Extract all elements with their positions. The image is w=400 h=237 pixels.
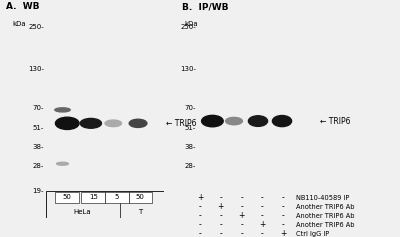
Text: +: + bbox=[259, 220, 266, 229]
Ellipse shape bbox=[80, 118, 102, 128]
Text: HeLa: HeLa bbox=[74, 209, 91, 215]
Text: -: - bbox=[240, 220, 243, 229]
Text: Another TRIP6 Ab: Another TRIP6 Ab bbox=[296, 213, 354, 219]
Text: 15: 15 bbox=[89, 194, 98, 200]
Text: +: + bbox=[280, 229, 286, 237]
Text: ← TRIP6: ← TRIP6 bbox=[166, 119, 196, 128]
Text: +: + bbox=[197, 193, 203, 202]
Ellipse shape bbox=[129, 119, 147, 128]
Text: -: - bbox=[220, 220, 222, 229]
Text: -: - bbox=[199, 211, 201, 220]
Text: 250-: 250- bbox=[180, 24, 196, 30]
Ellipse shape bbox=[272, 115, 292, 127]
Text: ← TRIP6: ← TRIP6 bbox=[320, 117, 350, 126]
Text: NB110-40589 IP: NB110-40589 IP bbox=[296, 195, 349, 201]
Text: -: - bbox=[282, 211, 284, 220]
Text: 38-: 38- bbox=[32, 144, 44, 150]
Text: 50: 50 bbox=[63, 194, 72, 200]
Text: 51-: 51- bbox=[185, 125, 196, 131]
Text: -: - bbox=[220, 229, 222, 237]
Text: -: - bbox=[261, 202, 264, 211]
Text: -: - bbox=[199, 220, 201, 229]
Text: 28-: 28- bbox=[185, 163, 196, 169]
Text: kDa: kDa bbox=[185, 21, 198, 27]
Text: 70-: 70- bbox=[184, 105, 196, 111]
Text: 50: 50 bbox=[136, 194, 145, 200]
Bar bbox=[105, 191, 129, 203]
Text: -: - bbox=[220, 211, 222, 220]
Text: 70-: 70- bbox=[32, 105, 44, 111]
Text: T: T bbox=[138, 209, 142, 215]
Text: -: - bbox=[261, 193, 264, 202]
Text: 130-: 130- bbox=[180, 66, 196, 72]
Text: 5: 5 bbox=[115, 194, 119, 200]
Text: -: - bbox=[199, 229, 201, 237]
Bar bbox=[82, 191, 105, 203]
Ellipse shape bbox=[248, 116, 268, 126]
Ellipse shape bbox=[55, 108, 70, 112]
Text: Another TRIP6 Ab: Another TRIP6 Ab bbox=[296, 204, 354, 210]
Text: -: - bbox=[199, 202, 201, 211]
Ellipse shape bbox=[105, 120, 122, 127]
Text: B.  IP/WB: B. IP/WB bbox=[182, 2, 228, 11]
Ellipse shape bbox=[56, 117, 79, 129]
Text: A.  WB: A. WB bbox=[6, 2, 40, 11]
Text: 130-: 130- bbox=[28, 66, 44, 72]
Text: Another TRIP6 Ab: Another TRIP6 Ab bbox=[296, 222, 354, 228]
Ellipse shape bbox=[202, 115, 223, 127]
Text: 250-: 250- bbox=[28, 24, 44, 30]
Text: -: - bbox=[282, 220, 284, 229]
Text: +: + bbox=[218, 202, 224, 211]
Text: -: - bbox=[282, 202, 284, 211]
Text: +: + bbox=[238, 211, 245, 220]
Text: kDa: kDa bbox=[12, 21, 26, 27]
Text: -: - bbox=[240, 193, 243, 202]
Text: 19-: 19- bbox=[32, 188, 44, 194]
Text: -: - bbox=[220, 193, 222, 202]
Text: 38-: 38- bbox=[184, 144, 196, 150]
Ellipse shape bbox=[226, 117, 242, 125]
Bar bbox=[129, 191, 152, 203]
Ellipse shape bbox=[57, 162, 68, 165]
Text: 28-: 28- bbox=[33, 163, 44, 169]
Bar bbox=[56, 191, 79, 203]
Text: -: - bbox=[240, 229, 243, 237]
Text: -: - bbox=[261, 211, 264, 220]
Text: -: - bbox=[261, 229, 264, 237]
Text: -: - bbox=[282, 193, 284, 202]
Text: Ctrl IgG IP: Ctrl IgG IP bbox=[296, 231, 329, 237]
Text: -: - bbox=[240, 202, 243, 211]
Text: 51-: 51- bbox=[33, 125, 44, 131]
